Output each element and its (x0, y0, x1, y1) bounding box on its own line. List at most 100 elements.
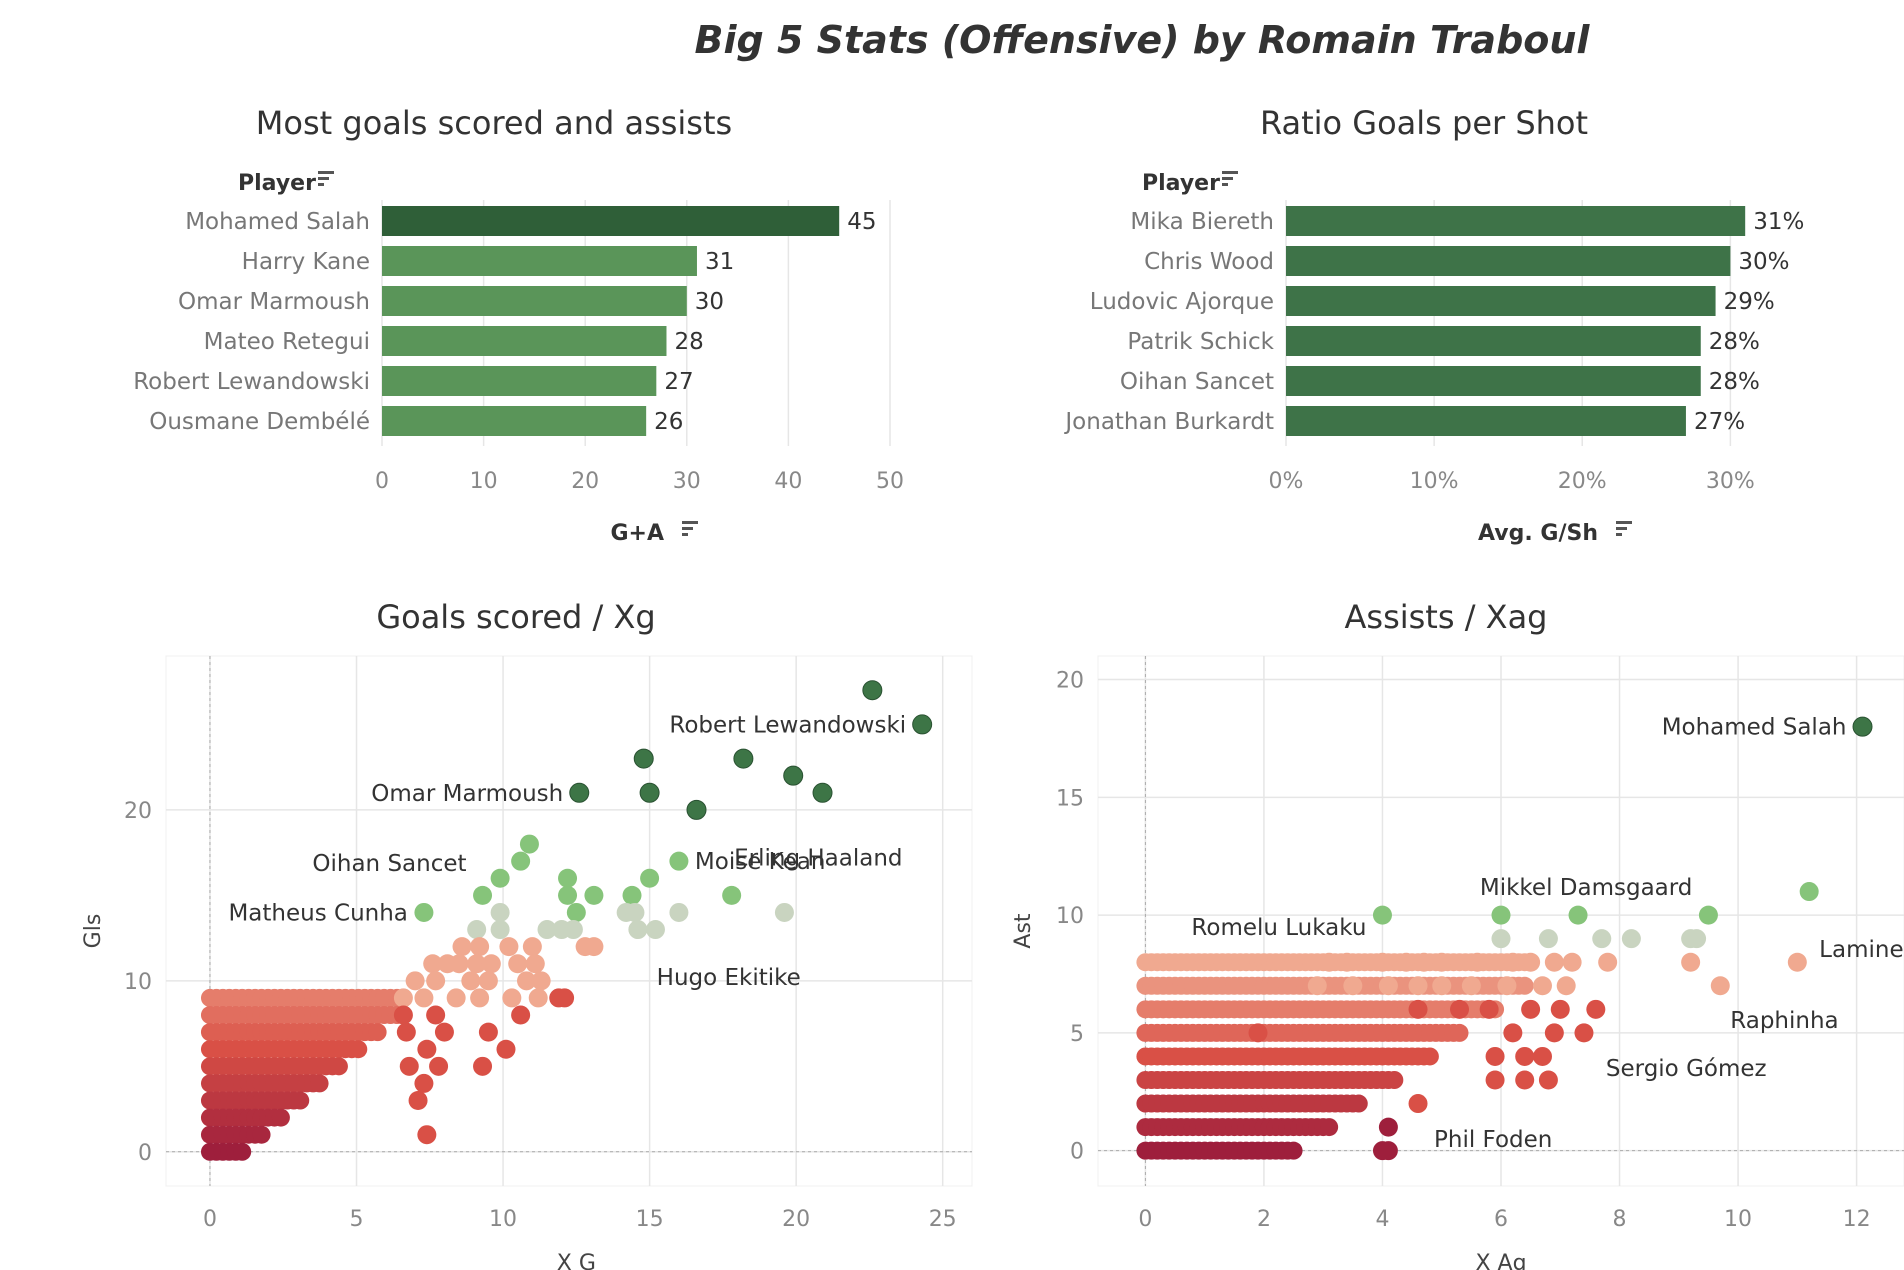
data-point (511, 851, 531, 871)
data-point (467, 954, 487, 974)
data-point (1372, 952, 1392, 972)
data-point (1432, 952, 1452, 972)
point-annotation: Romelu Lukaku (1191, 915, 1366, 941)
data-point (1378, 976, 1398, 996)
data-point (349, 1040, 368, 1059)
chart-title: Ratio Goals per Shot (1260, 104, 1588, 142)
x-tick-label: 15 (636, 1207, 664, 1232)
y-axis-label: Ast (1011, 913, 1036, 949)
data-point (1408, 999, 1428, 1019)
x-tick-label: 30 (673, 469, 701, 494)
data-point (490, 920, 510, 940)
data-point (508, 954, 528, 974)
data-label: 30% (1738, 249, 1789, 275)
data-point (669, 902, 689, 922)
data-point (1532, 976, 1552, 996)
data-point (1491, 905, 1511, 925)
category-header: Player (1142, 171, 1220, 196)
data-point (1799, 882, 1819, 902)
data-point (528, 988, 548, 1008)
x-tick-label: 25 (929, 1207, 957, 1232)
data-point (1414, 952, 1434, 972)
data-point (446, 988, 466, 1008)
data-point (496, 1039, 516, 1059)
x-tick-label: 20 (782, 1207, 810, 1232)
point-annotation: Oihan Sancet (312, 851, 466, 877)
bar-chart-2: Ratio Goals per Shot Player 0% 10% 20% 30% Mik… (1063, 104, 1804, 546)
data-label: 28% (1709, 369, 1760, 395)
data-label: 27% (1694, 409, 1745, 435)
sort-icon (682, 533, 688, 536)
data-point (1568, 905, 1588, 925)
data-point (575, 937, 595, 957)
dashboard-title: Big 5 Stats (Offensive) by Romain Trabou… (694, 18, 1590, 62)
x-tick-label: 4 (1375, 1207, 1389, 1232)
x-tick-label: 10% (1410, 469, 1459, 494)
data-label: 27 (664, 369, 693, 395)
data-point (1378, 1141, 1398, 1161)
scatter-chart-2: Assists / Xag 0 2 4 6 8 10 12 0 5 10 15 20 Mohamed Sa… (1011, 598, 1904, 1270)
chart-title: Goals scored / Xg (376, 598, 655, 636)
data-point (414, 988, 434, 1008)
data-point (1687, 929, 1707, 949)
x-tick-label: 6 (1494, 1207, 1508, 1232)
data-point (423, 954, 443, 974)
category-label: Oihan Sancet (1120, 369, 1274, 395)
category-label: Harry Kane (242, 249, 370, 275)
bar (1286, 206, 1746, 236)
data-label: 45 (847, 209, 876, 235)
data-point (417, 1039, 437, 1059)
x-axis-label: G+A (610, 521, 664, 546)
data-point (499, 937, 519, 957)
data-point (1544, 1023, 1564, 1043)
point-annotation: Lamine Yamal (1819, 937, 1904, 963)
data-point (1420, 1047, 1439, 1066)
data-label: 30 (695, 289, 724, 315)
data-point (1378, 1117, 1398, 1137)
bar-chart-1: Most goals scored and assists Player 0 10 20… (133, 104, 904, 546)
chart-title: Most goals scored and assists (256, 104, 732, 142)
data-point (1385, 1071, 1404, 1089)
x-tick-label: 20% (1558, 469, 1607, 494)
category-label: Jonathan Burkardt (1063, 409, 1274, 435)
data-label: 29% (1724, 289, 1775, 315)
data-point (467, 920, 487, 940)
data-point (558, 868, 578, 888)
y-axis-label: Gls (81, 914, 106, 949)
data-point (1450, 1023, 1469, 1042)
data-point (502, 988, 522, 1008)
y-tick-label: 20 (124, 799, 152, 824)
category-label: Ludovic Ajorque (1090, 289, 1274, 315)
sort-icon (1616, 521, 1632, 524)
data-point (1503, 952, 1523, 972)
sort-icon (682, 527, 693, 530)
point-annotation: Raphinha (1730, 1008, 1838, 1034)
data-point (1450, 999, 1470, 1019)
data-point (862, 680, 883, 701)
sort-icon (1222, 177, 1233, 180)
point-annotation: Hugo Ekitike (657, 965, 801, 991)
data-point (1396, 952, 1416, 972)
data-point (1479, 999, 1499, 1019)
x-tick-label: 10 (1724, 1207, 1752, 1232)
data-point (1598, 952, 1618, 972)
data-point (233, 1142, 252, 1161)
bar (1286, 366, 1701, 396)
point-annotation: Matheus Cunha (228, 900, 407, 926)
data-point (1681, 952, 1701, 972)
data-point (1698, 905, 1718, 925)
data-point (461, 971, 481, 991)
data-point (408, 1091, 428, 1111)
bar (1286, 326, 1701, 356)
point-annotation: Mohamed Salah (1662, 715, 1847, 741)
data-point (414, 902, 434, 922)
x-tick-label: 12 (1843, 1207, 1871, 1232)
x-axis-label: X Ag (1475, 1251, 1526, 1270)
data-point (429, 1056, 449, 1076)
sort-icon (682, 521, 698, 524)
data-point (414, 1073, 434, 1093)
bar (382, 326, 667, 356)
x-tick-label: 0% (1269, 469, 1304, 494)
x-tick-label: 10 (489, 1207, 517, 1232)
data-point (368, 1023, 387, 1042)
